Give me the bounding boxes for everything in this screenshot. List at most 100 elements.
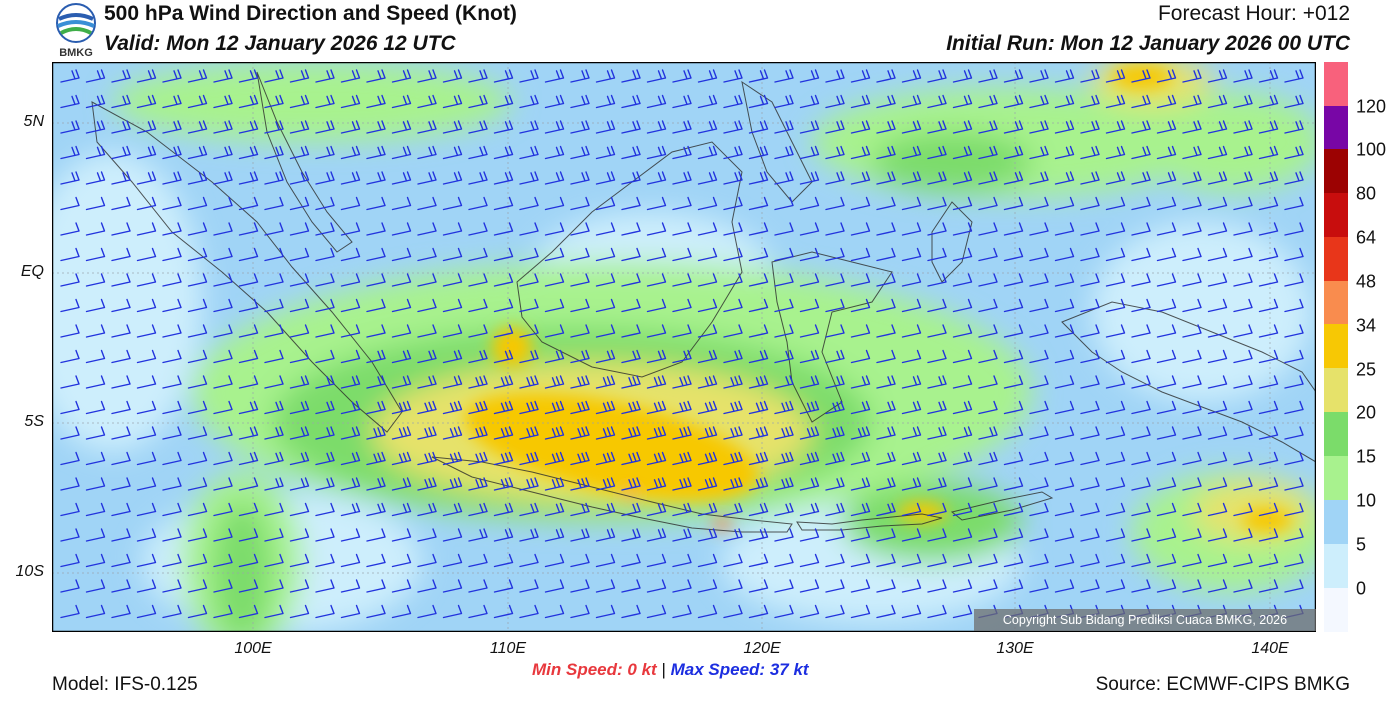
wind-barb: [799, 273, 820, 287]
wind-barb: [60, 477, 80, 491]
wind-barb: [289, 222, 310, 236]
wind-barb: [748, 94, 769, 109]
wind-barb: [901, 120, 922, 134]
source-label: Source: ECMWF-CIPS BMKG: [1095, 674, 1350, 695]
wind-barb: [646, 94, 667, 109]
wind-barb: [901, 375, 922, 389]
wind-barb: [519, 426, 539, 440]
wind-barb: [927, 196, 947, 211]
colorbar-seg-120: [1324, 106, 1348, 149]
wind-barb: [1054, 94, 1075, 109]
wind-barb: [1156, 553, 1177, 568]
wind-barb: [1207, 528, 1228, 542]
colorbar-label-34: 34: [1356, 315, 1377, 336]
wind-barb: [1131, 273, 1151, 287]
wind-barb: [952, 451, 973, 466]
wind-barb: [1131, 171, 1151, 185]
wind-barb: [876, 502, 896, 517]
wind-barb: [213, 324, 233, 338]
wind-barb: [264, 324, 284, 338]
wind-barb: [111, 349, 131, 364]
wind-barb: [901, 145, 922, 160]
wind-barb: [85, 273, 106, 287]
wind-barb: [468, 69, 488, 83]
wind-barb: [1054, 502, 1075, 517]
wind-barb: [213, 145, 233, 160]
wind-barb: [1054, 579, 1075, 593]
wind-barb: [570, 145, 590, 160]
wind-barb: [927, 171, 947, 185]
wind-barb: [1003, 400, 1024, 415]
wind-barb: [391, 528, 412, 542]
wind-barb: [417, 69, 437, 83]
wind-barb: [468, 604, 488, 619]
wind-barb: [774, 426, 794, 440]
wind-barb: [1029, 477, 1049, 491]
wind-barb: [774, 94, 794, 109]
wind-barb: [876, 375, 896, 389]
wind-barb: [723, 247, 743, 262]
wind-barb: [1029, 94, 1049, 109]
wind-barb: [1003, 273, 1024, 287]
wind-barb: [85, 579, 106, 593]
wind-barb: [850, 604, 871, 619]
wind-barb: [391, 94, 412, 109]
wind-barb: [1258, 349, 1279, 364]
wind-barb: [1207, 451, 1228, 466]
wind-barb: [1182, 247, 1202, 262]
wind-barb: [646, 349, 667, 364]
wind-barb: [825, 375, 845, 389]
wind-barb: [136, 400, 157, 415]
wind-barb: [1131, 528, 1151, 542]
wind-barb: [493, 69, 514, 83]
wind-barb: [519, 145, 539, 160]
wind-barb: [901, 426, 922, 440]
wind-barb: [952, 375, 973, 389]
wind-barb: [162, 375, 182, 389]
wind-barb: [621, 171, 641, 185]
wind-barb: [1105, 553, 1126, 568]
wind-barb: [340, 120, 361, 134]
wind-barb: [85, 604, 106, 619]
wind-barb: [876, 349, 896, 364]
wind-barb: [264, 375, 284, 389]
wind-barb: [1233, 171, 1253, 185]
wind-barb: [850, 426, 871, 440]
svg-text:BMKG: BMKG: [59, 47, 93, 59]
wind-barb: [60, 273, 80, 287]
wind-barb: [697, 222, 718, 236]
wind-barb: [952, 349, 973, 364]
wind-barb: [978, 477, 998, 491]
wind-barb: [570, 604, 590, 619]
wind-barb: [85, 120, 106, 134]
peak-zone-northeast: [1112, 65, 1172, 89]
wind-barb: [825, 579, 845, 593]
wind-barb: [519, 298, 539, 313]
colorbar-seg-48: [1324, 281, 1348, 324]
wind-barb: [850, 247, 871, 262]
wind-barb: [1233, 426, 1253, 440]
wind-barb: [595, 502, 616, 517]
wind-barb: [340, 94, 361, 109]
wind-barb: [60, 69, 80, 83]
wind-barb: [1105, 451, 1126, 466]
wind-barb: [799, 94, 820, 109]
wind-barb: [1105, 94, 1126, 109]
wind-barb: [468, 222, 488, 236]
wind-barb: [136, 273, 157, 287]
wind-barb: [1284, 94, 1304, 109]
wind-barb: [850, 502, 871, 517]
wind-barb: [1003, 349, 1024, 364]
wind-barb: [544, 298, 565, 313]
wind-barb: [646, 196, 667, 211]
wind-barb: [952, 273, 973, 287]
wind-barb: [927, 324, 947, 338]
wind-barb: [672, 120, 692, 134]
wind-barb: [85, 502, 106, 517]
wind-barb: [213, 528, 233, 542]
wind-barb: [1233, 324, 1253, 338]
wind-barb: [315, 375, 335, 389]
wind-barb: [1207, 553, 1228, 568]
wind-barb: [799, 222, 820, 236]
wind-barb: [825, 171, 845, 185]
